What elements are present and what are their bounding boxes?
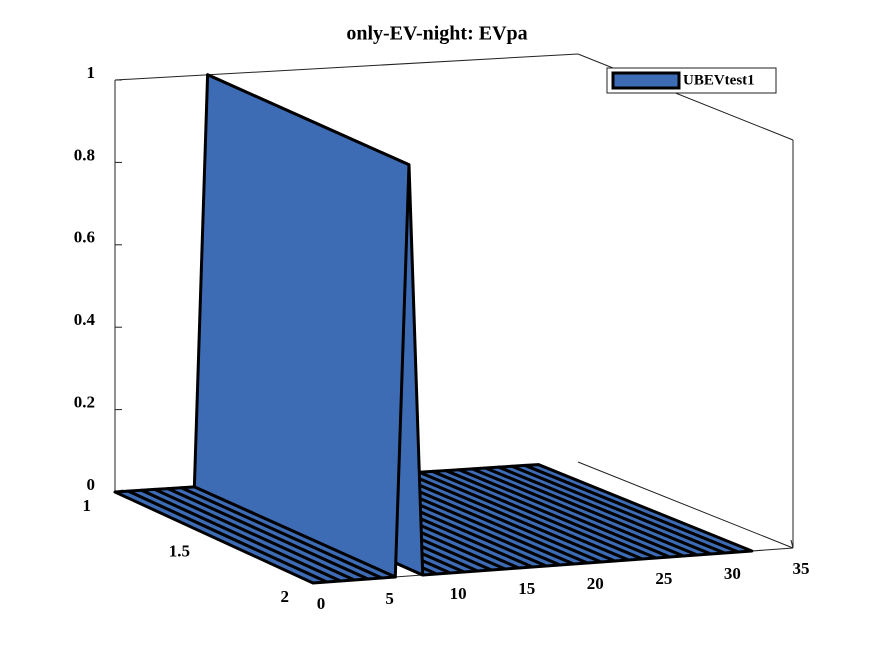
z-tick-label: 0 (87, 475, 96, 494)
x-tick-label: 15 (518, 579, 535, 598)
legend-label: UBEVtest1 (683, 72, 755, 88)
box-edge (577, 461, 794, 549)
z-tick-label: 0.6 (74, 228, 95, 247)
y-tick-label: 1.5 (169, 541, 190, 560)
x-tick-label: 0 (317, 594, 326, 613)
box-edge (114, 53, 579, 81)
z-tick-label: 0.8 (74, 145, 95, 164)
z-tick-label: 0.2 (74, 393, 95, 412)
x-tick-label: 35 (793, 559, 810, 578)
x-tick (790, 539, 794, 549)
x-tick-label: 5 (385, 589, 394, 608)
ribbon-segment (113, 489, 329, 585)
z-tick-label: 1 (87, 63, 96, 82)
x-tick-label: 20 (587, 574, 604, 593)
x-tick-label: 10 (450, 584, 467, 603)
y-tick-label: 1 (83, 496, 92, 515)
chart-title: only-EV-night: EVpa (346, 23, 527, 45)
x-tick-label: 25 (655, 569, 672, 588)
z-tick-label: 0.4 (74, 310, 96, 329)
legend-swatch (611, 71, 681, 90)
x-tick-label: 30 (724, 564, 741, 583)
y-tick-label: 2 (281, 587, 290, 606)
